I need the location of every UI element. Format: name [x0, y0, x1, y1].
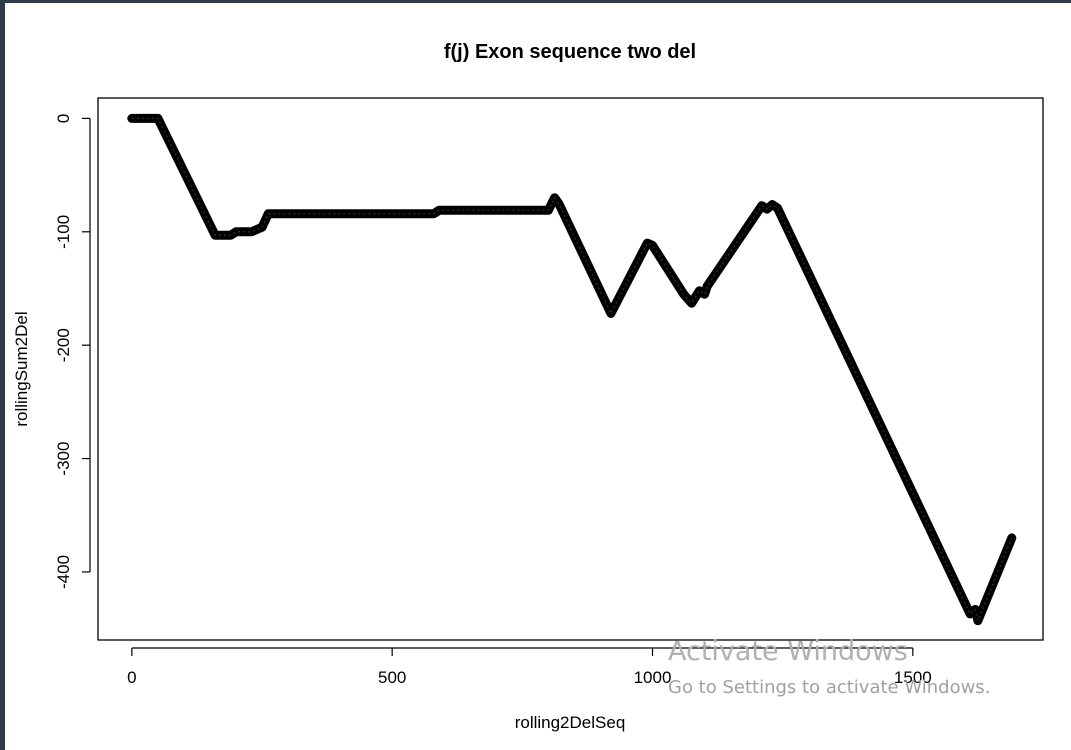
- series-point-texture: [131, 117, 1013, 622]
- x-axis: 0 500 1000 1500: [127, 647, 932, 687]
- x-axis-title: rolling2DelSeq: [515, 713, 626, 732]
- series-line: [127, 113, 1017, 626]
- chart-title: f(j) Exon sequence two del: [444, 41, 696, 63]
- y-tick-label: -100: [54, 215, 73, 249]
- x-tick-label: 0: [127, 668, 136, 687]
- y-tick-label: 0: [54, 114, 73, 123]
- window-frame-top: [0, 0, 1071, 3]
- y-tick-label: -300: [54, 442, 73, 476]
- watermark-line-1: Activate Windows: [668, 636, 908, 667]
- y-tick-label: -400: [54, 555, 73, 589]
- y-tick-label: -200: [54, 328, 73, 362]
- plot-box: [97, 97, 1044, 641]
- x-tick-label: 1500: [894, 668, 932, 687]
- x-tick-label: 1000: [634, 668, 672, 687]
- y-axis: 0 -100 -200 -300 -400: [54, 114, 91, 589]
- x-tick-label: 500: [378, 668, 406, 687]
- watermark-line-2: Go to Settings to activate Windows.: [668, 677, 991, 698]
- window-frame-left: [0, 0, 5, 750]
- series-layer: [127, 113, 1017, 626]
- y-axis-title: rollingSum2Del: [12, 311, 31, 426]
